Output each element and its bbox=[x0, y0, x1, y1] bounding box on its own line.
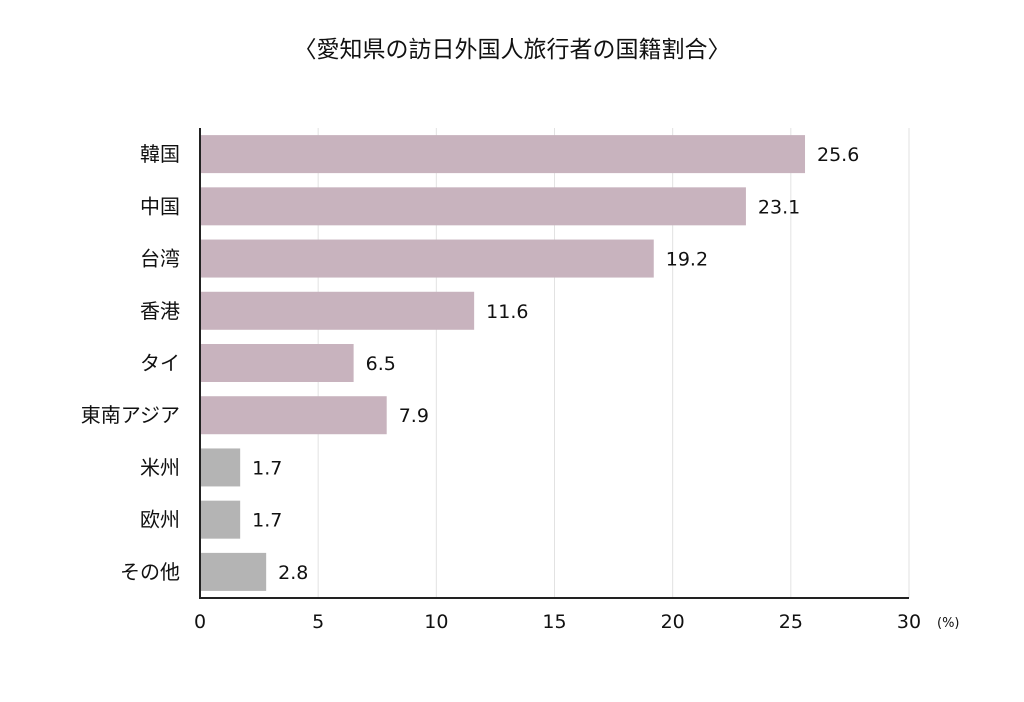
bar bbox=[200, 552, 267, 591]
x-tick-label: 10 bbox=[424, 611, 448, 633]
category-label: 韓国 bbox=[140, 142, 180, 166]
data-label: 1.7 bbox=[252, 510, 282, 532]
category-label: その他 bbox=[120, 560, 180, 584]
x-unit-label: (%) bbox=[937, 616, 960, 631]
bar bbox=[200, 448, 241, 487]
data-label: 2.8 bbox=[278, 562, 308, 584]
data-label: 11.6 bbox=[486, 301, 528, 323]
bar bbox=[200, 239, 654, 278]
category-label: 欧州 bbox=[140, 508, 180, 532]
data-label: 19.2 bbox=[666, 249, 708, 271]
chart-title: 〈愛知県の訪日外国人旅行者の国籍割合〉 bbox=[293, 37, 731, 63]
x-tick-label: 25 bbox=[779, 611, 803, 633]
data-label: 23.1 bbox=[758, 196, 800, 218]
x-tick-label: 0 bbox=[194, 611, 206, 633]
data-label: 6.5 bbox=[366, 353, 396, 375]
bar bbox=[200, 135, 806, 174]
category-label: 中国 bbox=[140, 194, 180, 218]
bar bbox=[200, 396, 387, 435]
bar bbox=[200, 500, 241, 539]
category-label: 香港 bbox=[140, 299, 180, 323]
data-label: 7.9 bbox=[399, 405, 429, 427]
x-tick-label: 15 bbox=[542, 611, 566, 633]
data-label: 1.7 bbox=[252, 457, 282, 479]
category-label: タイ bbox=[140, 351, 180, 375]
data-label: 25.6 bbox=[817, 144, 859, 166]
bar bbox=[200, 187, 746, 226]
category-label: 米州 bbox=[140, 455, 180, 479]
bar bbox=[200, 291, 475, 330]
x-tick-label: 20 bbox=[661, 611, 685, 633]
bar bbox=[200, 344, 354, 382]
category-label: 台湾 bbox=[140, 247, 180, 271]
x-tick-label: 5 bbox=[312, 611, 324, 633]
category-label: 東南アジア bbox=[81, 403, 180, 427]
x-tick-label: 30 bbox=[897, 611, 921, 633]
